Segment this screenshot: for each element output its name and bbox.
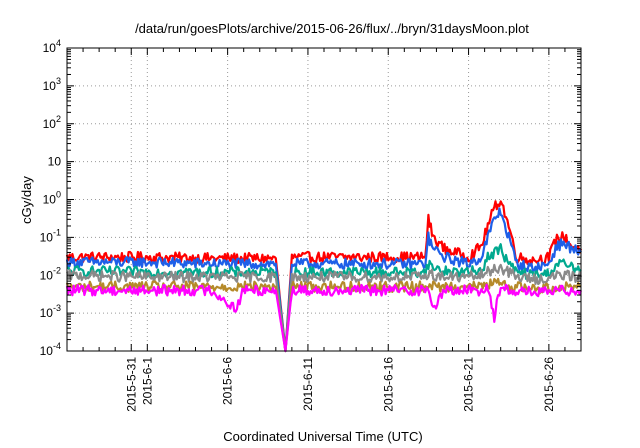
y-tick-label-exponent: 2 xyxy=(56,114,61,124)
x-tick-label: 2015-6-21 xyxy=(462,357,476,412)
y-tick-label-exponent: 4 xyxy=(56,38,61,48)
y-axis-title: cGy/day xyxy=(19,176,34,224)
x-tick-label: 2015-6-11 xyxy=(301,357,315,411)
y-tick-label: 103 xyxy=(43,76,61,93)
y-tick-label: 10 xyxy=(48,155,62,169)
y-tick-label-base: 10 xyxy=(43,41,57,55)
y-tick-label-exponent: 3 xyxy=(56,76,61,86)
y-tick-label: 10-4 xyxy=(40,341,61,358)
grid xyxy=(67,48,581,351)
y-tick-label-base: 10 xyxy=(43,79,57,93)
series-line xyxy=(65,207,582,353)
x-tick-label: 2015-6-26 xyxy=(542,357,556,412)
y-tick-label: 10-2 xyxy=(40,265,61,282)
y-tick-label-base: 10 xyxy=(40,306,54,320)
y-tick-label: 10-3 xyxy=(40,303,61,320)
y-tick-label-exponent: -3 xyxy=(53,303,61,313)
y-tick-label-base: 10 xyxy=(48,155,62,169)
y-tick-label-base: 10 xyxy=(40,344,54,358)
y-tick-label-exponent: -4 xyxy=(53,341,61,351)
y-tick-label-exponent: -1 xyxy=(53,227,61,237)
y-tick-label: 102 xyxy=(43,114,61,131)
chart-title: /data/run/goesPlots/archive/2015-06-26/f… xyxy=(135,21,529,36)
y-tick-label-exponent: 0 xyxy=(56,190,61,200)
y-tick-label: 10-1 xyxy=(40,227,61,244)
y-tick-label: 104 xyxy=(43,38,61,55)
y-tick-label-base: 10 xyxy=(43,193,57,207)
plot-frame xyxy=(66,47,582,352)
y-tick-label-exponent: -2 xyxy=(53,265,61,275)
x-tick-label: 2015-5-31 xyxy=(124,357,138,412)
series-line xyxy=(66,263,583,353)
series-line xyxy=(65,283,583,353)
series-line xyxy=(65,277,582,353)
y-tick-label-base: 10 xyxy=(43,117,57,131)
x-tick-label: 2015-6-6 xyxy=(221,357,235,405)
x-axis-title: Coordinated Universal Time (UTC) xyxy=(223,429,422,444)
series-group xyxy=(65,200,583,353)
x-tick-label: 2015-6-1 xyxy=(140,357,154,405)
y-tick-label-base: 10 xyxy=(40,268,54,282)
y-tick-label-base: 10 xyxy=(40,230,54,244)
x-tick-label: 2015-6-16 xyxy=(381,357,395,412)
y-tick-label: 100 xyxy=(43,190,61,207)
